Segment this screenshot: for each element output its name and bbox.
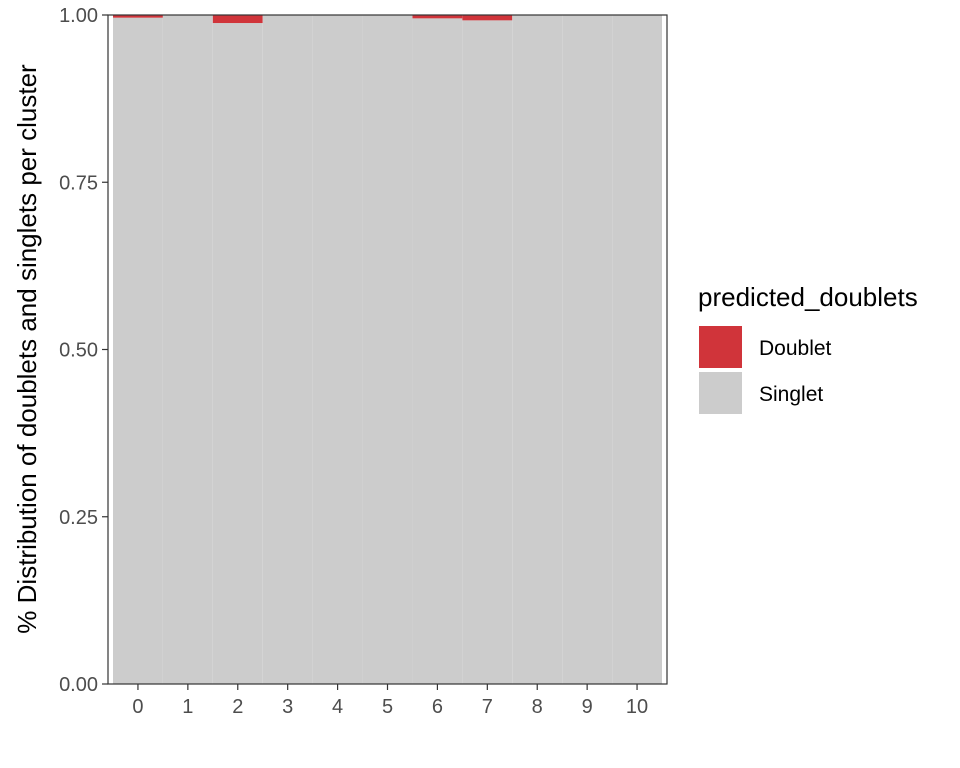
x-tick-label: 7 — [482, 696, 493, 718]
legend-swatch-singlet — [699, 372, 742, 414]
bar-singlet-cluster-4 — [312, 15, 363, 684]
y-tick-label: 0.50 — [59, 340, 98, 362]
bar-singlet-cluster-10 — [612, 15, 662, 684]
bar-doublet-cluster-2 — [212, 15, 263, 24]
x-tick-label: 4 — [332, 696, 343, 718]
y-tick-label: 0.00 — [59, 674, 98, 696]
bar-singlet-cluster-3 — [262, 15, 313, 684]
x-tick-label: 10 — [626, 696, 648, 718]
bars — [113, 15, 662, 685]
legend-label-singlet: Singlet — [759, 383, 823, 406]
bar-singlet-cluster-8 — [512, 15, 563, 684]
legend-title: predicted_doublets — [698, 282, 918, 312]
bar-doublet-cluster-0 — [113, 15, 163, 18]
x-tick-label: 3 — [282, 696, 293, 718]
bar-doublet-cluster-6 — [412, 15, 463, 19]
bar-singlet-cluster-1 — [162, 15, 213, 684]
legend: predicted_doublets Doublet Singlet — [698, 282, 918, 414]
y-axis: 0.00 0.25 0.50 0.75 1.00 — [59, 5, 108, 696]
bar-singlet-cluster-5 — [362, 15, 413, 684]
x-tick-label: 1 — [182, 696, 193, 718]
bar-singlet-cluster-2 — [212, 23, 263, 684]
y-tick-label: 0.75 — [59, 172, 98, 194]
y-tick-label: 0.25 — [59, 507, 98, 529]
bar-singlet-cluster-9 — [562, 15, 613, 684]
x-tick-label: 9 — [582, 696, 593, 718]
x-tick-label: 5 — [382, 696, 393, 718]
x-axis: 0 1 2 3 4 5 6 7 8 9 10 — [132, 684, 648, 718]
x-tick-label: 6 — [432, 696, 443, 718]
bar-singlet-cluster-7 — [462, 20, 513, 685]
bar-singlet-cluster-6 — [412, 18, 463, 685]
x-tick-label: 8 — [532, 696, 543, 718]
x-tick-label: 0 — [132, 696, 143, 718]
x-tick-label: 2 — [232, 696, 243, 718]
y-axis-title: % Distribution of doublets and singlets … — [12, 64, 42, 634]
legend-label-doublet: Doublet — [759, 337, 832, 360]
bar-singlet-cluster-0 — [113, 17, 163, 684]
bar-doublet-cluster-7 — [462, 15, 513, 21]
y-tick-label: 1.00 — [59, 5, 98, 27]
legend-swatch-doublet — [699, 326, 742, 368]
